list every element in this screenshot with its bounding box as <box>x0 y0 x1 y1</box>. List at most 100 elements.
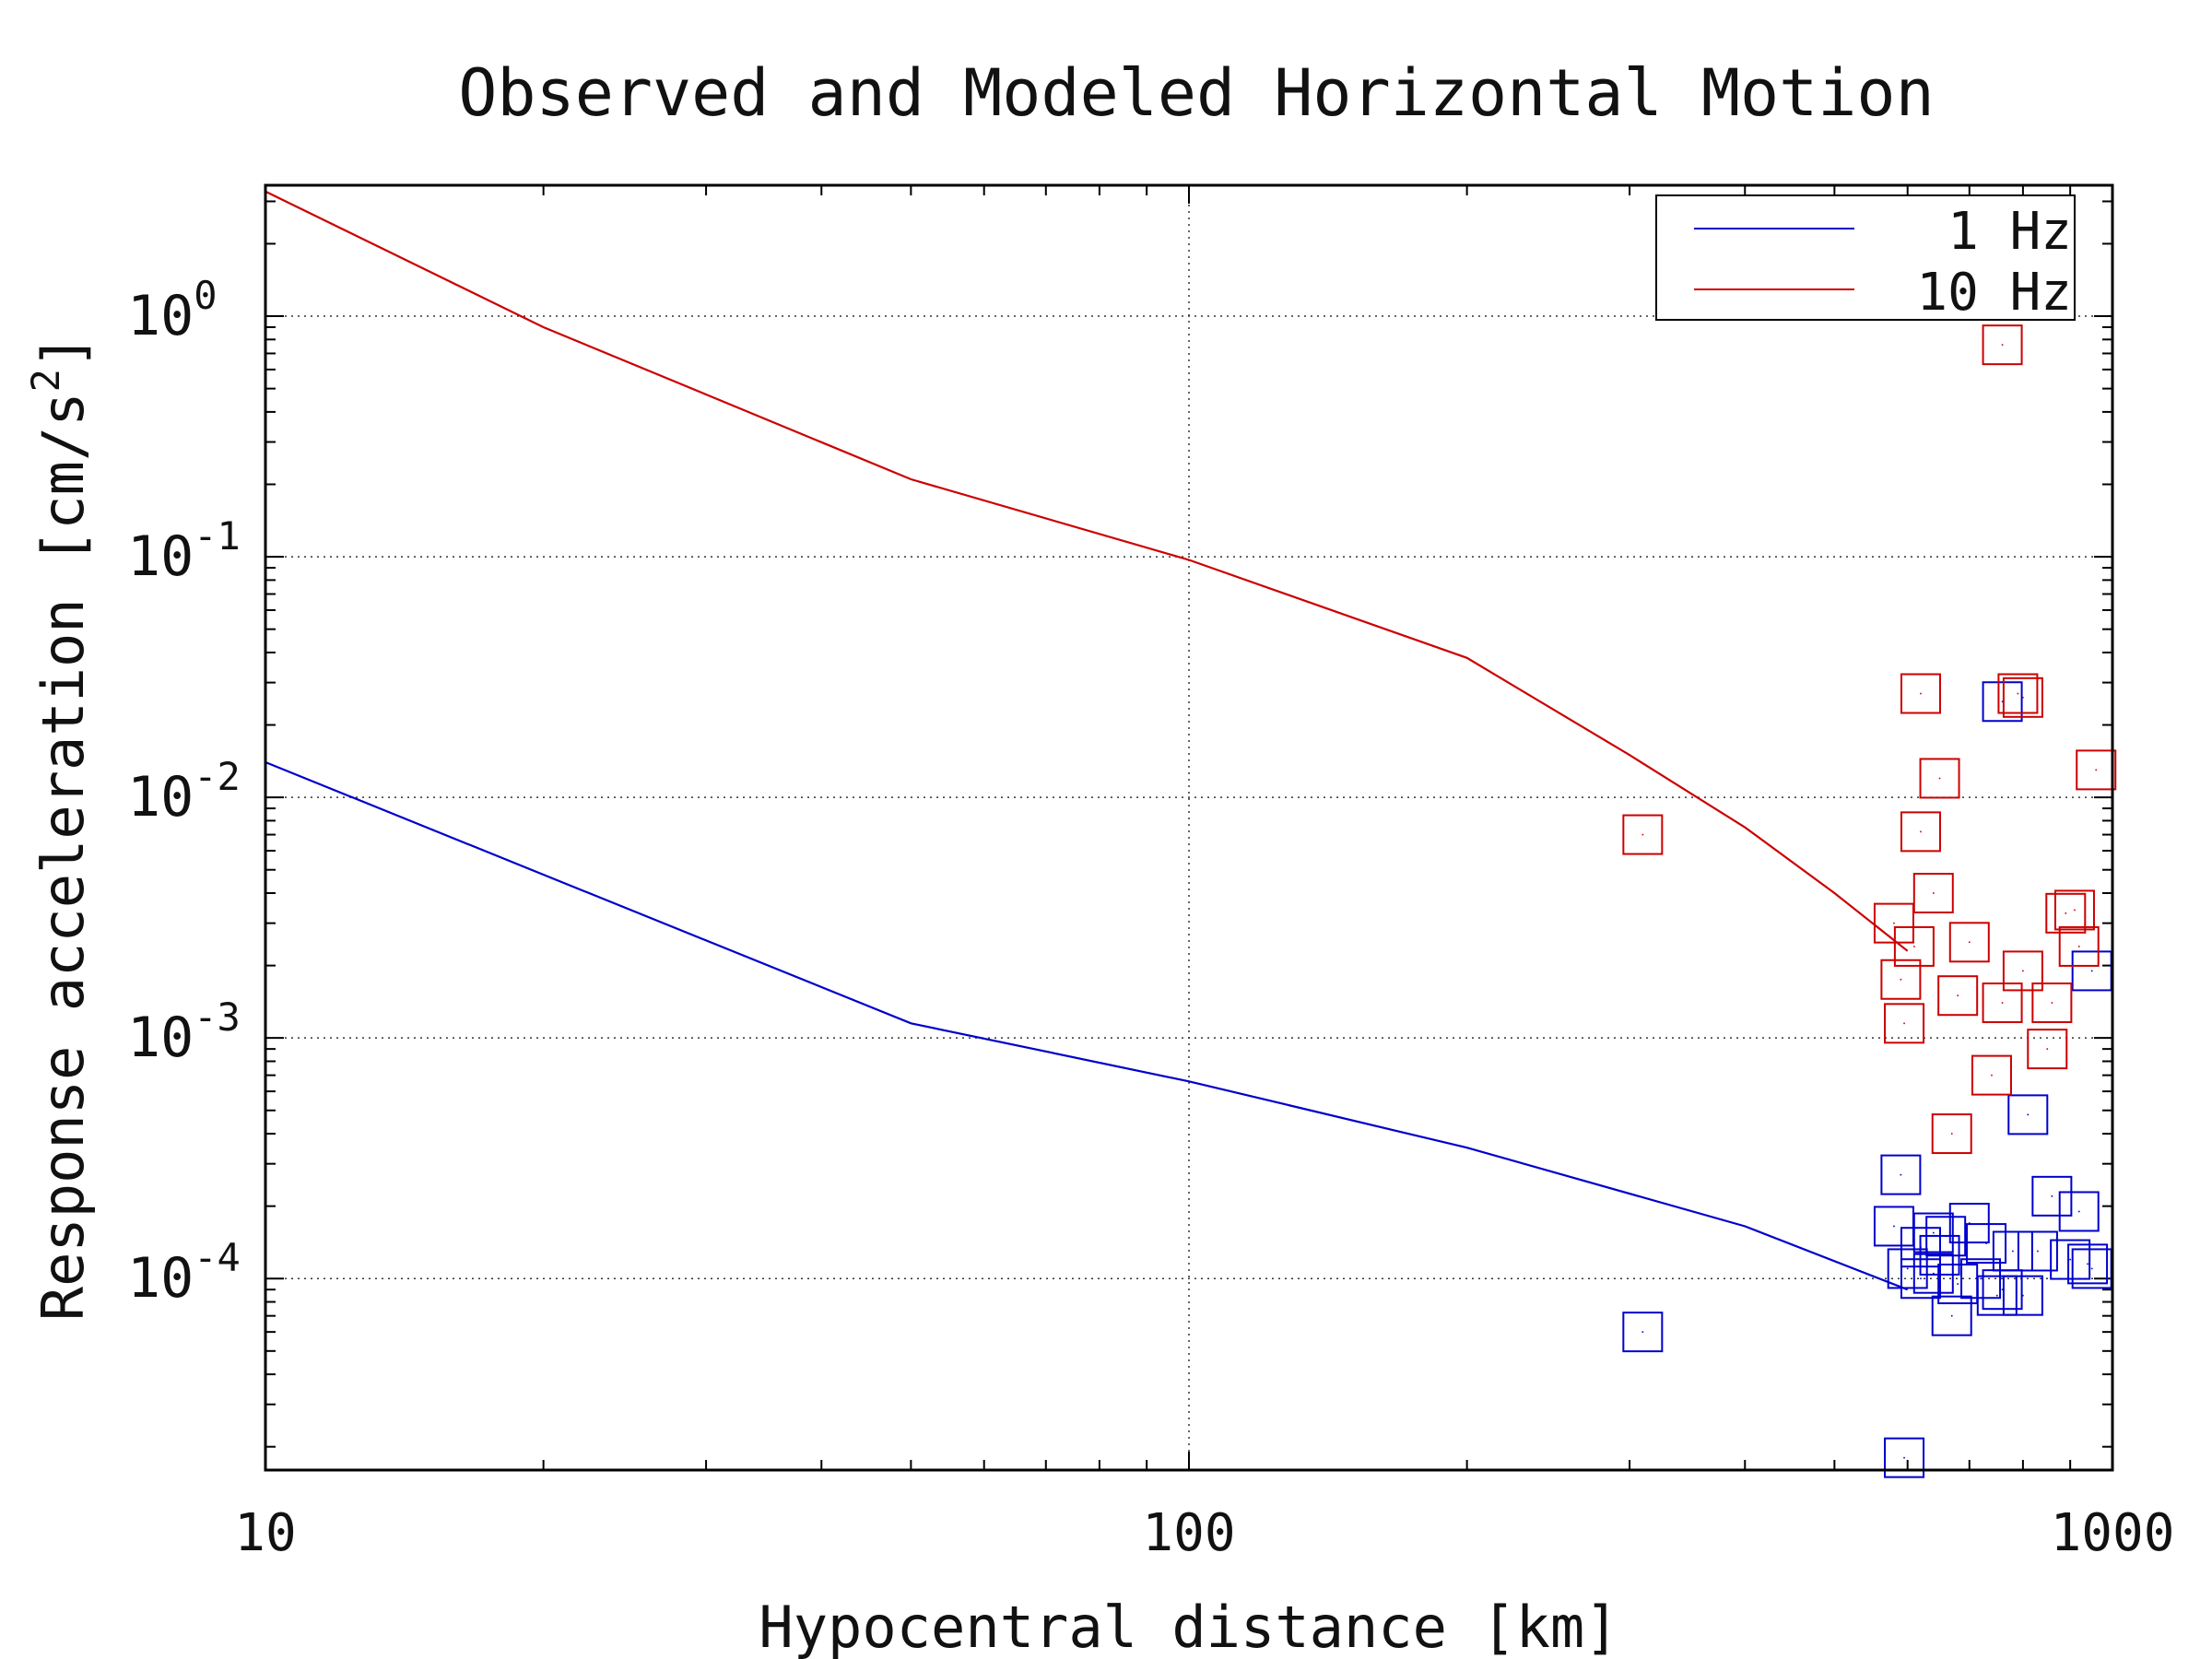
observed-point-1hz <box>1982 1269 2023 1311</box>
observed-point-1hz <box>2017 1230 2058 1272</box>
observed-point-center-1hz <box>2001 700 2004 703</box>
observed-point-1hz <box>1982 681 2023 723</box>
observed-point-10hz <box>1884 1003 1925 1044</box>
legend-label-10hz: 10 Hz <box>1916 263 2072 323</box>
observed-point-10hz <box>2031 982 2073 1024</box>
observed-point-center-1hz <box>1968 1222 1971 1224</box>
observed-point-10hz <box>1931 1113 1972 1155</box>
observed-point-center-1hz <box>2027 1113 2030 1116</box>
observed-point-1hz <box>1960 1258 2002 1300</box>
observed-point-center-1hz <box>1900 1173 1902 1176</box>
observed-point-center-1hz <box>2077 1210 2080 1213</box>
observed-point-10hz <box>1622 814 1664 855</box>
observed-point-center-1hz <box>1950 1314 1953 1317</box>
model-curves <box>265 190 1909 1291</box>
y-tick-label: 10-3 <box>127 994 241 1070</box>
observed-point-center-1hz <box>1985 1242 1987 1244</box>
observed-point-1hz <box>2002 1275 2043 1316</box>
observed-point-center-10hz <box>2017 692 2019 695</box>
observed-point-10hz <box>1982 982 2023 1024</box>
observed-point-1hz <box>1622 1312 1664 1353</box>
observed-point-10hz <box>2002 677 2043 718</box>
observed-point-10hz <box>1919 758 1960 799</box>
observed-point-center-1hz <box>2090 970 2093 972</box>
observed-point-center-1hz <box>1906 1267 1909 1270</box>
observed-point-1hz <box>1900 1258 1941 1300</box>
legend-box <box>1655 194 2076 321</box>
y-axis-label-exponent: 2 <box>23 369 68 392</box>
x-tick-labels: 10 100 1000 <box>234 1503 2174 1563</box>
observed-point-center-10hz <box>1893 922 1895 924</box>
observed-point-10hz <box>2045 892 2087 934</box>
observed-point-center-1hz <box>1903 1456 1905 1459</box>
observed-point-center-10hz <box>2001 344 2004 346</box>
chart-title: Observed and Modeled Horizontal Motion <box>458 55 1934 131</box>
observed-point-center-10hz <box>1968 941 1971 944</box>
observed-point-1hz <box>1884 1437 1925 1478</box>
observed-point-10hz <box>1912 873 1954 914</box>
observed-point-center-1hz <box>2001 1288 2004 1290</box>
observed-point-10hz <box>1971 1054 2012 1096</box>
observed-point-10hz <box>1880 959 1922 1000</box>
observed-point-center-10hz <box>1920 830 1922 833</box>
observed-point-1hz <box>2050 1239 2091 1280</box>
observed-point-center-10hz <box>2074 909 2076 912</box>
y-axis-label-main: Response acceleration [cm/s <box>29 392 97 1321</box>
observed-point-1hz <box>2067 1243 2109 1285</box>
observed-point-1hz <box>1931 1295 1972 1336</box>
x-tick-label: 10 <box>234 1503 296 1563</box>
observed-point-center-1hz <box>2022 1294 2024 1297</box>
observed-point-center-10hz <box>1932 892 1935 894</box>
observed-point-10hz <box>1893 925 1935 967</box>
observed-point-center-10hz <box>1938 777 1941 780</box>
legend-label-1hz: 1 Hz <box>1947 202 2072 262</box>
observed-point-1hz <box>1948 1203 1990 1244</box>
y-tick-labels: 100 10-1 10-2 10-3 10-4 <box>127 273 241 1311</box>
observed-point-center-10hz <box>2095 769 2098 771</box>
observed-point-center-10hz <box>2046 1048 2049 1050</box>
observed-point-10hz <box>1982 324 2023 366</box>
observed-point-center-10hz <box>1991 1074 1993 1077</box>
observed-point-center-10hz <box>1900 978 1902 981</box>
observed-point-center-1hz <box>1641 1331 1644 1333</box>
observed-point-1hz <box>1887 1248 1928 1289</box>
observed-point-center-10hz <box>1957 994 1959 997</box>
observed-point-center-1hz <box>1932 1272 1935 1275</box>
observed-point-10hz <box>2002 950 2043 992</box>
observed-point-1hz <box>2031 1175 2073 1217</box>
observed-point-center-1hz <box>1996 1294 1998 1297</box>
grid-lines <box>265 185 2112 1470</box>
observed-point-center-1hz <box>2037 1250 2039 1253</box>
legend: 1 Hz 10 Hz <box>1655 194 2076 323</box>
observed-point-center-1hz <box>1938 1254 1941 1256</box>
observed-point-center-1hz <box>1980 1277 1982 1280</box>
observed-point-center-10hz <box>2051 1002 2053 1004</box>
observed-point-1hz <box>1912 1212 1954 1253</box>
observed-points <box>1622 324 2117 1478</box>
observed-point-center-1hz <box>2090 1267 2093 1270</box>
observed-point-center-10hz <box>1920 692 1922 695</box>
observed-point-1hz <box>1880 1154 1922 1195</box>
x-axis-label: Hypocentral distance [km] <box>759 1594 1618 1659</box>
observed-point-10hz <box>1997 673 2039 714</box>
observed-point-center-1hz <box>2012 1250 2014 1253</box>
observed-point-1hz <box>2058 1191 2100 1232</box>
observed-point-10hz <box>2053 889 2095 931</box>
observed-point-1hz <box>1912 1253 1954 1294</box>
observed-point-10hz <box>1948 922 1990 963</box>
observed-point-center-10hz <box>1913 946 1915 947</box>
observed-point-10hz <box>2027 1029 2068 1070</box>
observed-point-center-10hz <box>1950 1133 1953 1135</box>
observed-point-center-1hz <box>1920 1277 1922 1280</box>
observed-point-1hz <box>1976 1275 2018 1316</box>
observed-point-1hz <box>1966 1223 2007 1265</box>
observed-point-10hz <box>1900 673 1941 714</box>
y-tick-label: 10-4 <box>127 1235 241 1311</box>
observed-point-center-10hz <box>1903 1022 1905 1025</box>
x-tick-label: 1000 <box>2051 1503 2175 1563</box>
observed-point-center-10hz <box>1641 833 1644 836</box>
observed-point-center-1hz <box>1893 1225 1895 1228</box>
observed-point-10hz <box>1900 811 1941 853</box>
observed-point-10hz <box>2076 749 2117 791</box>
